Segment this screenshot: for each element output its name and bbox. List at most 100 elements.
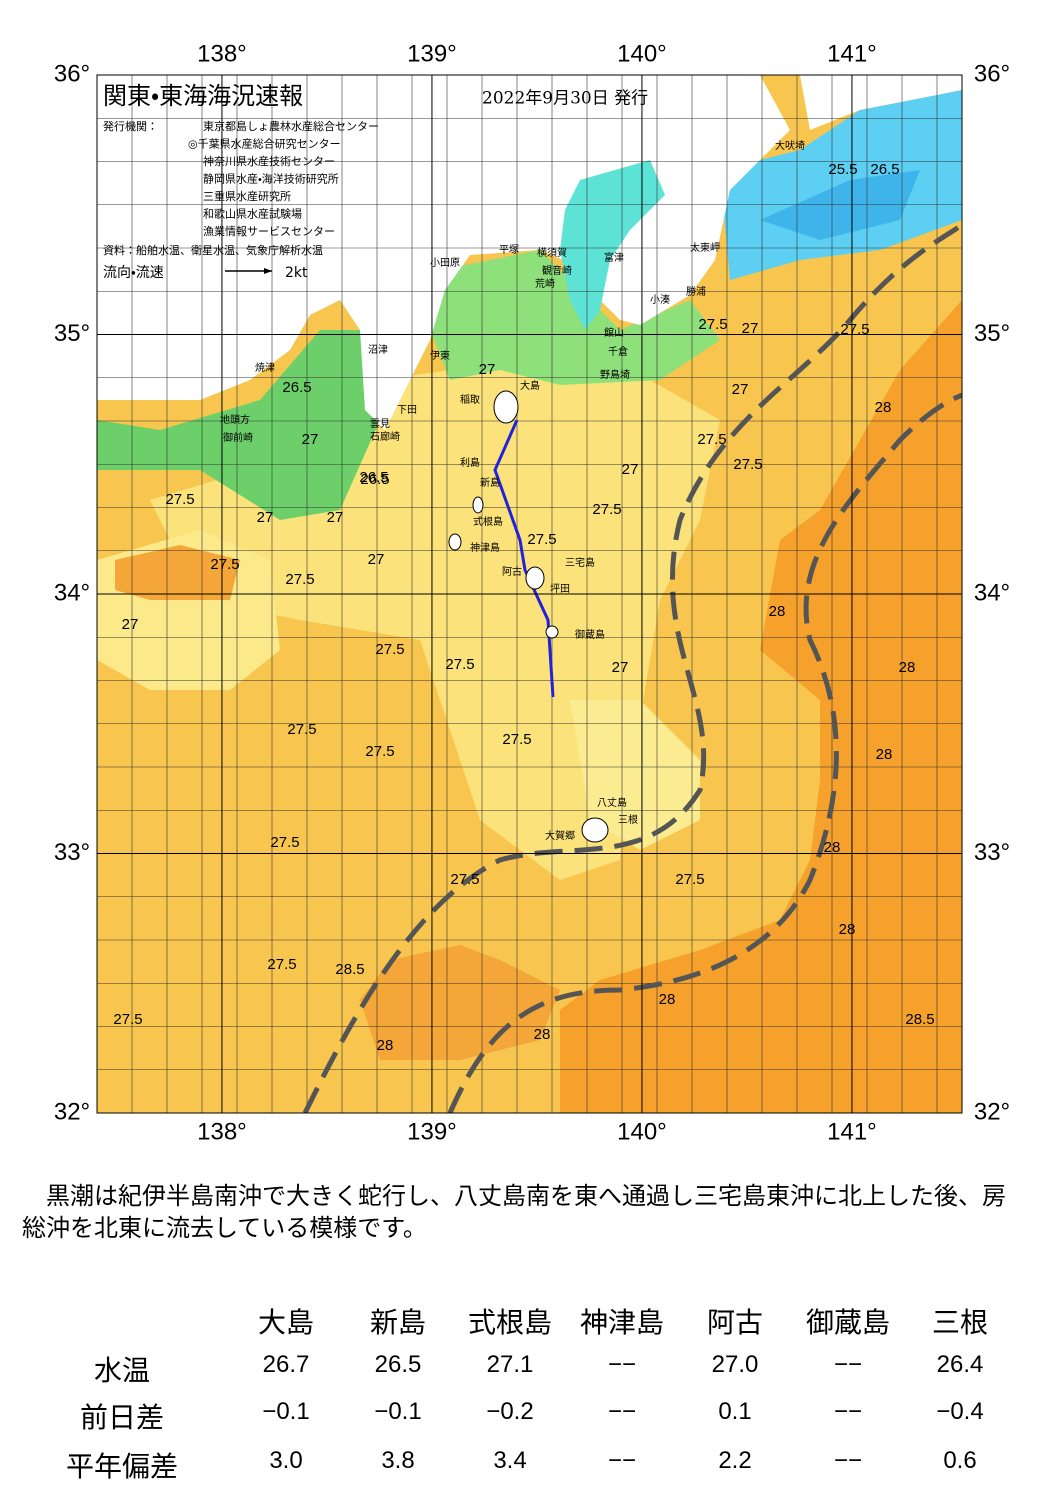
warm-zone — [360, 945, 560, 1060]
contour-label: 28 — [876, 746, 893, 763]
island — [581, 817, 609, 843]
place-name: 大賀郷 — [545, 829, 575, 842]
contour-label: 28 — [534, 1026, 551, 1043]
lon-label: 138° — [197, 1118, 247, 1145]
table-cell: 3.4 — [493, 1447, 527, 1474]
contour-label: 25.5 — [828, 161, 857, 178]
land — [800, 75, 962, 130]
contour-label: 27 — [122, 616, 139, 633]
warm-zone — [570, 700, 700, 850]
place-name: 式根島 — [473, 515, 503, 528]
place-name: 御前崎 — [223, 431, 253, 444]
contour-label: 26.5 — [870, 161, 899, 178]
agency: 三重県水産研究所 — [203, 189, 291, 203]
agency: 神奈川県水産技術センター — [203, 154, 335, 168]
place-name: 新島 — [480, 476, 500, 489]
place-name: 雲見 — [370, 418, 390, 430]
contour-label: 27.5 — [592, 501, 621, 518]
legend-arrow-head — [264, 268, 272, 274]
table-cell: 新島 — [369, 1306, 427, 1339]
table-cell: 前日差 — [79, 1401, 165, 1434]
lat-label: 33° — [54, 839, 90, 866]
place-name: 大吠埼 — [775, 139, 805, 152]
place-name: 坪田 — [550, 582, 570, 595]
land — [97, 75, 790, 430]
place-name: 神津島 — [470, 541, 500, 554]
lat-label: 33° — [974, 839, 1010, 866]
table-cell: 26.5 — [374, 1351, 422, 1378]
place-name: 伊東 — [430, 349, 450, 362]
island — [545, 625, 559, 639]
contour-label: 28 — [769, 603, 786, 620]
lon-label: 141° — [827, 40, 877, 67]
contour-label: 28.5 — [335, 961, 364, 978]
agency: 漁業情報サービスセンター — [203, 224, 335, 238]
contour-label: 27.5 — [285, 571, 314, 588]
contour-label: 27.5 — [375, 641, 404, 658]
warm-zone — [115, 545, 240, 600]
place-name: 大島 — [520, 379, 540, 392]
table-cell: −− — [833, 1447, 863, 1474]
table-cell: 27.0 — [711, 1351, 759, 1378]
table-cell: 0.1 — [718, 1398, 752, 1425]
lon-label: 138° — [197, 40, 247, 67]
table-cell: 3.0 — [269, 1447, 303, 1474]
table-cell: −− — [833, 1398, 863, 1425]
place-name: 三宅島 — [565, 556, 595, 569]
place-name: 稲取 — [460, 394, 480, 406]
table-cell: −0.4 — [936, 1398, 984, 1425]
table-cell: 0.6 — [943, 1447, 977, 1474]
contour-label: 27.5 — [287, 721, 316, 738]
lat-label: 34° — [54, 579, 90, 606]
place-name: 地頭方 — [220, 413, 250, 426]
place-name: 千倉 — [608, 346, 628, 358]
place-name: 富津 — [604, 251, 624, 264]
contour-label: 27 — [257, 509, 274, 526]
table-cell: 御蔵島 — [805, 1306, 891, 1339]
island — [525, 566, 545, 590]
issue-date: 2022年9月30日 発行 — [482, 89, 648, 109]
place-name: 平塚 — [499, 244, 519, 256]
island — [493, 390, 519, 424]
table-cell: 26.7 — [262, 1351, 310, 1378]
contour-label: 26.5 — [282, 379, 311, 396]
contour-label: 27.5 — [365, 743, 394, 760]
kuroshio-axis — [302, 222, 962, 1113]
contour-label: 27.5 — [210, 556, 239, 573]
contour-label: 27 — [327, 509, 344, 526]
warm-zone — [560, 300, 962, 1113]
contour-label: 27 — [732, 381, 749, 398]
island — [472, 496, 484, 514]
island — [448, 533, 462, 551]
contour-label: 27 — [612, 659, 629, 676]
description: 黒潮は紀伊半島南沖で大きく蛇行し、八丈島南を東へ通過し三宅島東沖に北上した後、房… — [22, 1182, 1006, 1242]
lat-label: 34° — [974, 579, 1010, 606]
lat-label: 32° — [54, 1098, 90, 1125]
sources: 資料：船舶水温、衛星水温、気象庁解析水温 — [103, 243, 323, 257]
table-cell: 大島 — [257, 1306, 315, 1339]
agency-label: 発行機関： — [103, 119, 158, 133]
table-cell: 神津島 — [579, 1306, 665, 1339]
legend-scale: 2kt — [285, 265, 308, 281]
table-cell: −0.1 — [262, 1398, 310, 1425]
agency: 和歌山県水産試験場 — [203, 207, 302, 221]
table-cell: 式根島 — [467, 1306, 553, 1339]
place-name: 横須賀 — [537, 246, 567, 259]
table-cell: 26.4 — [936, 1351, 984, 1378]
contour-label: 27 — [622, 461, 639, 478]
contour-label: 28 — [377, 1037, 394, 1054]
contour-label: 27.5 — [840, 321, 869, 338]
contour-label: 27.5 — [733, 456, 762, 473]
kuroshio-axis — [447, 392, 962, 1113]
map-title: 関東・東海海況速報 — [103, 82, 303, 110]
table-cell: −− — [607, 1351, 637, 1378]
contour-label: 27.5 — [675, 871, 704, 888]
place-name: 石廊崎 — [370, 430, 400, 443]
place-name: 太東岬 — [690, 241, 720, 254]
place-name: 利島 — [460, 456, 480, 469]
contour-label: 27 — [479, 361, 496, 378]
table-cell: −0.2 — [486, 1398, 534, 1425]
contour-label: 28 — [824, 839, 841, 856]
table-cell: 平年偏差 — [65, 1450, 179, 1483]
place-name: 下田 — [397, 405, 417, 416]
